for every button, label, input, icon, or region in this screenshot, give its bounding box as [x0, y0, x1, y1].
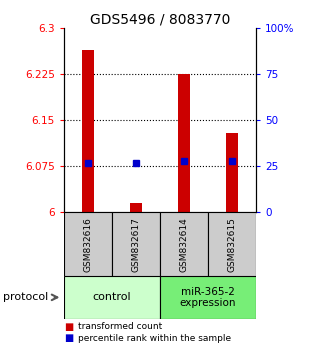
Bar — [82, 50, 94, 212]
Text: GSM832614: GSM832614 — [180, 217, 188, 272]
Text: control: control — [93, 292, 131, 302]
Text: GSM832617: GSM832617 — [132, 217, 140, 272]
Text: ■: ■ — [64, 333, 73, 343]
Text: percentile rank within the sample: percentile rank within the sample — [78, 334, 232, 343]
Text: GSM832616: GSM832616 — [84, 217, 92, 272]
Bar — [130, 203, 142, 212]
Bar — [160, 276, 256, 319]
Bar — [226, 133, 238, 212]
Bar — [112, 212, 160, 276]
Bar — [160, 212, 208, 276]
Text: GSM832615: GSM832615 — [228, 217, 236, 272]
Text: protocol: protocol — [3, 292, 48, 302]
Bar — [64, 276, 160, 319]
Bar — [178, 74, 190, 212]
Text: GDS5496 / 8083770: GDS5496 / 8083770 — [90, 12, 230, 27]
Bar — [208, 212, 256, 276]
Text: transformed count: transformed count — [78, 322, 163, 331]
Text: ■: ■ — [64, 322, 73, 332]
Text: miR-365-2
expression: miR-365-2 expression — [180, 286, 236, 308]
Bar — [64, 212, 112, 276]
